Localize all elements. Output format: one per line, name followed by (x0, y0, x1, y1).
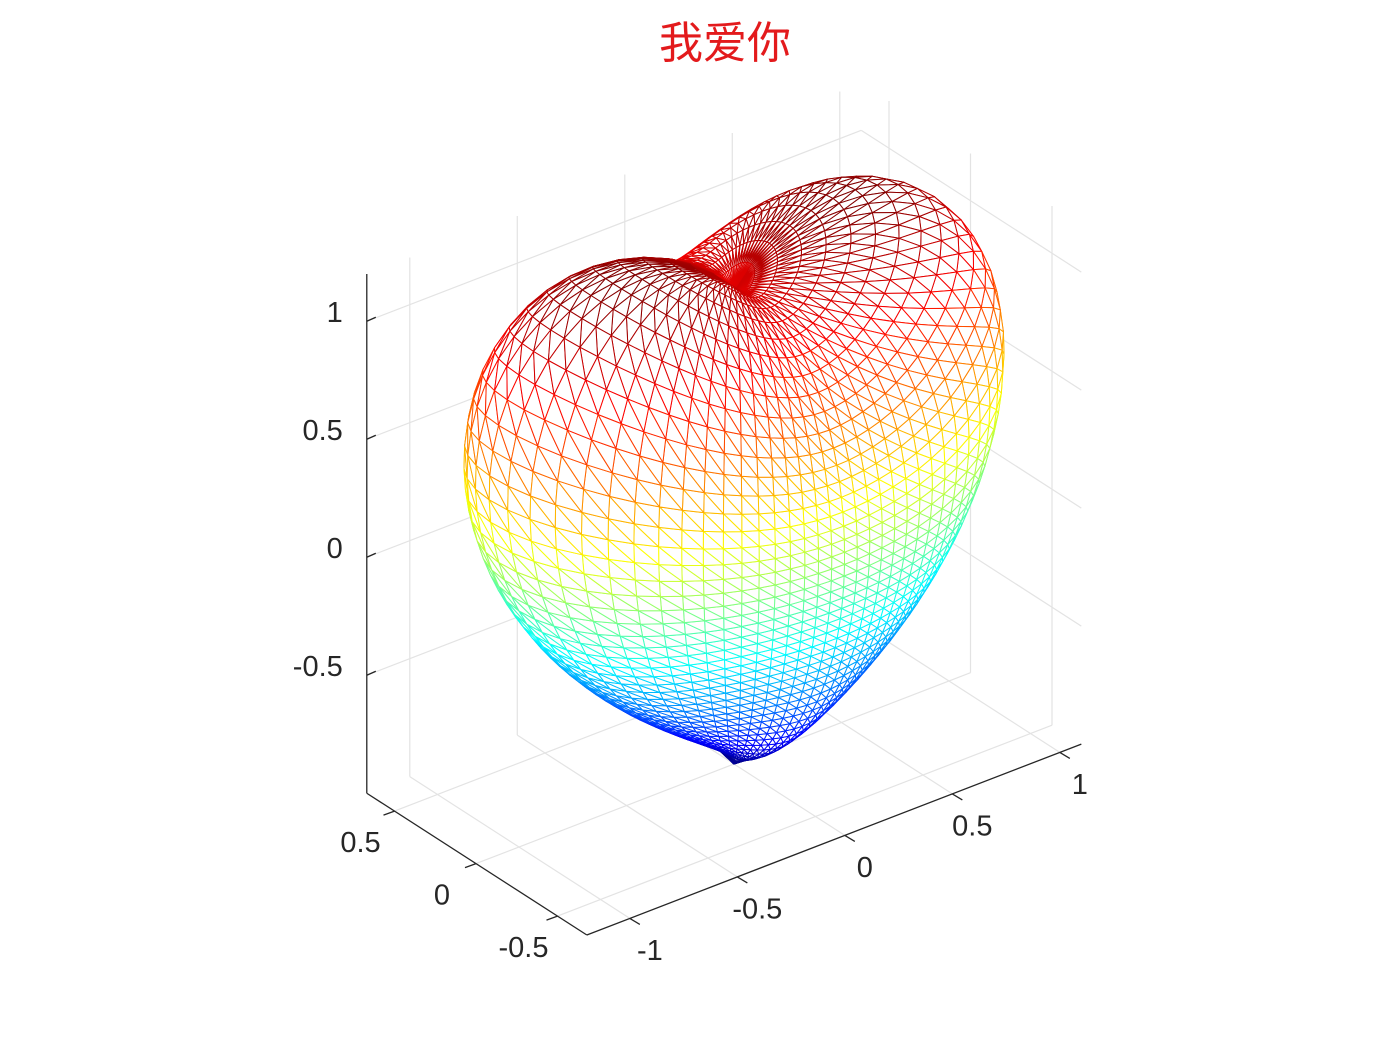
grid-line (516, 734, 738, 878)
grid-line (860, 129, 1082, 273)
grid-line (409, 776, 631, 919)
grid-line (475, 672, 971, 865)
chart-title: 我爱你 (659, 19, 791, 68)
grid-line (557, 724, 1053, 917)
mesh-surface (463, 175, 1005, 765)
grid-line (366, 129, 862, 322)
